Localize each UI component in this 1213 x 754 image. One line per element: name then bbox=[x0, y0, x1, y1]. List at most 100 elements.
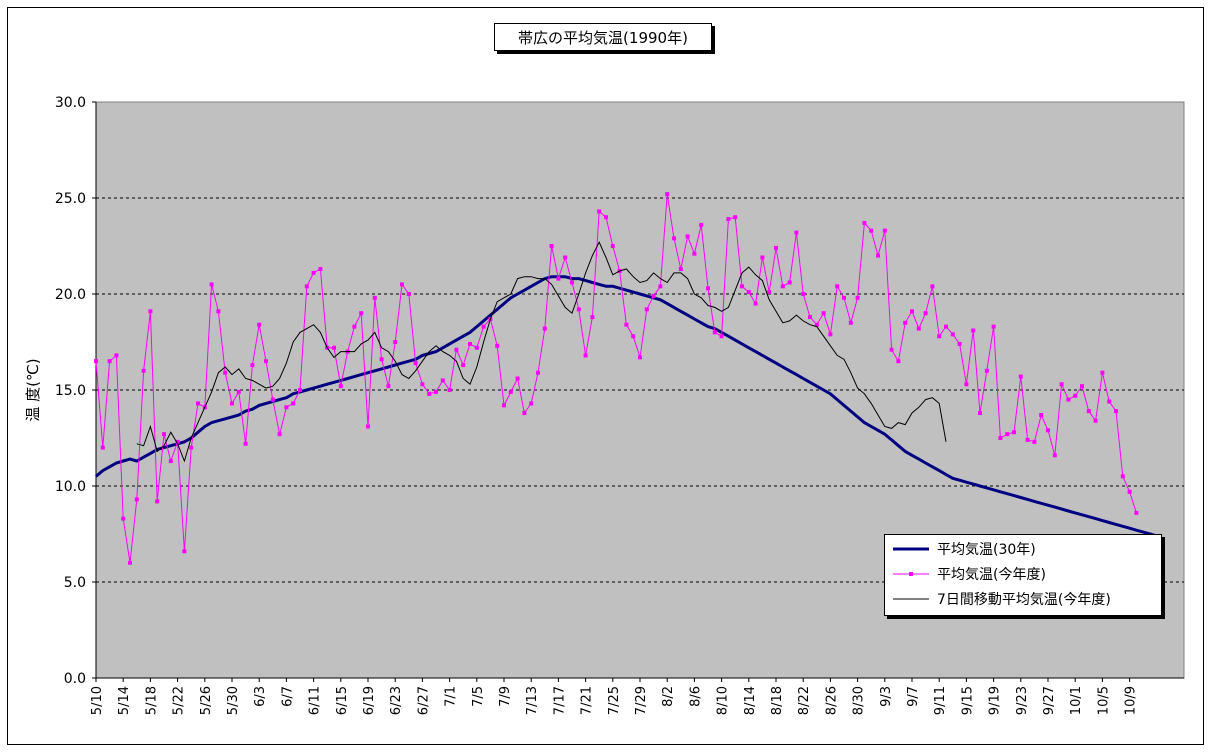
data-point-current bbox=[740, 284, 744, 289]
data-point-current bbox=[420, 382, 425, 387]
data-point-current bbox=[250, 363, 255, 368]
data-point-current bbox=[434, 389, 438, 394]
data-point-current bbox=[604, 215, 608, 220]
data-point-current bbox=[284, 405, 289, 410]
legend-swatch-current bbox=[893, 572, 929, 576]
data-point-current bbox=[1032, 439, 1037, 444]
data-point-current bbox=[937, 334, 942, 339]
legend-label-current: 平均気温(今年度) bbox=[937, 567, 1046, 583]
data-point-current bbox=[182, 549, 187, 554]
data-point-current bbox=[855, 295, 860, 300]
x-tick-label: 6/11 bbox=[308, 686, 323, 715]
data-point-current bbox=[760, 255, 765, 260]
x-tick-label: 6/23 bbox=[389, 686, 404, 715]
x-tick-label: 5/22 bbox=[172, 686, 187, 715]
data-point-current bbox=[842, 295, 846, 300]
series-line-moving bbox=[136, 241, 947, 463]
data-point-current bbox=[549, 244, 554, 248]
data-point-current bbox=[189, 445, 194, 450]
data-point-current bbox=[338, 384, 343, 389]
data-point-current bbox=[209, 282, 214, 287]
data-point-current bbox=[780, 284, 785, 289]
data-point-current bbox=[461, 363, 466, 368]
data-point-current bbox=[481, 324, 486, 329]
data-point-current bbox=[107, 359, 112, 364]
data-point-current bbox=[1114, 409, 1118, 414]
data-point-current bbox=[957, 341, 962, 346]
data-point-current bbox=[699, 222, 704, 227]
x-tick-label: 6/7 bbox=[280, 686, 295, 707]
y-tick-label: 20.0 bbox=[55, 287, 86, 303]
data-point-current bbox=[1127, 489, 1132, 494]
data-point-current bbox=[502, 403, 506, 408]
x-tick-label: 8/22 bbox=[797, 686, 812, 715]
data-point-current bbox=[1039, 412, 1044, 417]
data-point-current bbox=[631, 334, 636, 339]
y-tick-label: 10.0 bbox=[55, 479, 86, 495]
data-point-current bbox=[168, 459, 173, 464]
data-point-current bbox=[910, 309, 914, 314]
legend-swatch-moving bbox=[893, 598, 929, 600]
data-point-current bbox=[121, 516, 126, 521]
data-point-current bbox=[665, 192, 670, 197]
data-point-current bbox=[638, 355, 642, 360]
data-point-current bbox=[400, 282, 404, 287]
x-tick-label: 8/6 bbox=[688, 686, 703, 707]
data-point-current bbox=[264, 359, 268, 364]
data-point-current bbox=[128, 560, 132, 565]
data-point-current bbox=[1052, 453, 1057, 458]
data-point-current bbox=[896, 359, 901, 364]
legend-label-moving: 7日間移動平均気温(今年度) bbox=[937, 592, 1111, 608]
data-point-current bbox=[556, 276, 561, 281]
data-point-current bbox=[447, 388, 452, 392]
data-point-current bbox=[406, 292, 411, 296]
data-point-current bbox=[1100, 370, 1105, 375]
data-point-current bbox=[814, 322, 819, 327]
data-point-current bbox=[1093, 418, 1098, 423]
data-point-current bbox=[583, 353, 588, 358]
y-tick-label: 30.0 bbox=[55, 95, 86, 111]
x-tick-label: 10/1 bbox=[1069, 686, 1084, 715]
data-point-current bbox=[767, 290, 772, 295]
data-point-current bbox=[719, 334, 724, 339]
data-point-current bbox=[318, 267, 323, 272]
data-point-current bbox=[1120, 474, 1125, 479]
data-point-current bbox=[311, 270, 316, 275]
data-point-current bbox=[774, 245, 778, 250]
data-point-current bbox=[597, 209, 602, 214]
data-point-current bbox=[821, 311, 826, 316]
legend-item-moving: 7日間移動平均気温(今年度) bbox=[891, 588, 1111, 610]
data-point-current bbox=[352, 324, 357, 329]
y-tick-label: 15.0 bbox=[55, 383, 86, 399]
x-tick-label: 7/17 bbox=[552, 686, 567, 715]
data-point-current bbox=[882, 228, 887, 233]
x-tick-label: 7/21 bbox=[580, 686, 595, 715]
data-point-current bbox=[930, 284, 935, 289]
data-point-current bbox=[243, 441, 248, 446]
data-point-current bbox=[590, 315, 595, 320]
legend: 平均気温(30年) 平均気温(今年度) 7日間移動平均気温(今年度) bbox=[884, 534, 1162, 616]
data-point-current bbox=[835, 284, 840, 289]
legend-item-current: 平均気温(今年度) bbox=[891, 563, 1046, 585]
data-point-current bbox=[1134, 510, 1139, 515]
x-tick-label: 6/19 bbox=[362, 686, 377, 715]
data-point-current bbox=[563, 255, 568, 260]
data-point-current bbox=[1080, 384, 1084, 389]
data-point-current bbox=[644, 307, 649, 312]
data-point-current bbox=[923, 311, 928, 316]
legend-item-normal: 平均気温(30年) bbox=[891, 538, 1036, 560]
data-point-current bbox=[236, 389, 241, 394]
x-tick-label: 8/26 bbox=[824, 686, 839, 715]
x-tick-label: 7/13 bbox=[525, 686, 540, 715]
legend-swatch-normal bbox=[893, 547, 929, 551]
data-point-current bbox=[624, 322, 629, 327]
data-point-current bbox=[536, 370, 540, 375]
data-point-current bbox=[332, 345, 336, 350]
data-point-current bbox=[971, 328, 976, 333]
data-point-current bbox=[651, 293, 656, 298]
data-point-current bbox=[94, 359, 98, 364]
x-tick-label: 6/15 bbox=[335, 686, 350, 715]
data-point-current bbox=[808, 315, 812, 320]
data-point-current bbox=[984, 368, 989, 373]
